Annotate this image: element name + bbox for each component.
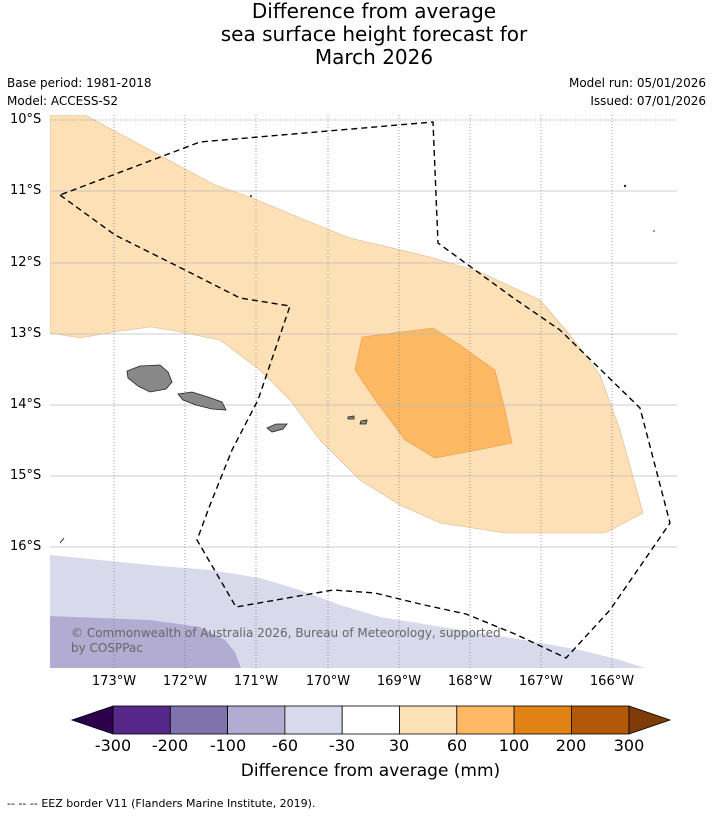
upolu-island — [177, 391, 227, 411]
lon-label: 170°W — [305, 674, 351, 689]
colorbar-bin — [456, 705, 515, 735]
colorbar-bin — [112, 705, 171, 735]
colorbar-tick: 200 — [555, 736, 587, 755]
lat-label: 10°S — [10, 112, 42, 127]
manua-islands — [347, 415, 368, 425]
colorbar-tick: -100 — [209, 736, 247, 755]
copyright-line-2: by COSPPac — [71, 641, 143, 655]
lat-label: 12°S — [10, 255, 42, 270]
colorbar-bin — [571, 705, 630, 735]
contour-minus-60 — [50, 616, 241, 668]
lat-label: 13°S — [10, 326, 42, 341]
eez-line-sample: -- -- -- — [7, 797, 38, 810]
tutuila-island — [266, 423, 288, 433]
colorbar-tick: -30 — [328, 736, 356, 755]
colorbar — [70, 705, 672, 735]
colorbar-bin — [399, 705, 458, 735]
small-islet — [623, 184, 627, 188]
meta-left: Base period: 1981-2018 Model: ACCESS-S2 — [7, 74, 152, 110]
lon-label: 171°W — [233, 674, 279, 689]
small-islet — [653, 230, 655, 232]
colorbar-bin — [284, 705, 343, 735]
model-name: Model: ACCESS-S2 — [7, 94, 119, 108]
lat-label: 15°S — [10, 468, 42, 483]
lon-label: 166°W — [589, 674, 635, 689]
eez-borders — [59, 121, 671, 659]
colorbar-tick: 60 — [446, 736, 468, 755]
title-line-1: Difference from average — [251, 0, 497, 23]
lat-label: 14°S — [10, 397, 42, 412]
base-period: Base period: 1981-2018 — [7, 76, 152, 90]
contour-plus-30 — [50, 115, 644, 534]
colorbar-tick: 30 — [388, 736, 410, 755]
latitude-gridlines — [50, 190, 677, 548]
footer-text: EEZ border V11 (Flanders Marine Institut… — [41, 797, 316, 810]
lat-label: 16°S — [10, 539, 42, 554]
colorbar-tick: 300 — [613, 736, 645, 755]
lon-label: 168°W — [447, 674, 493, 689]
colorbar-bin — [227, 705, 286, 735]
title-line-3: March 2026 — [314, 45, 434, 69]
lon-label: 167°W — [518, 674, 564, 689]
lat-label: 11°S — [10, 183, 42, 198]
contour-plus-60 — [354, 327, 513, 459]
colorbar-bin — [513, 705, 572, 735]
colorbar-under — [70, 705, 114, 735]
eez-samoa-border — [59, 121, 671, 659]
title-line-2: sea surface height forecast for — [220, 22, 528, 46]
issued-date: Issued: 07/01/2026 — [590, 94, 706, 108]
lon-label: 173°W — [91, 674, 137, 689]
footer-note: -- -- -- EEZ border V11 (Flanders Marine… — [7, 797, 315, 810]
colorbar-tick: -60 — [271, 736, 299, 755]
small-islet — [59, 537, 65, 544]
lon-label: 169°W — [376, 674, 422, 689]
copyright-notice: © Commonwealth of Australia 2026, Bureau… — [71, 626, 501, 656]
colorbar-over — [628, 705, 672, 735]
colorbar-bin — [169, 705, 229, 735]
lon-label: 172°W — [162, 674, 208, 689]
colorbar-title: Difference from average (mm) — [240, 761, 501, 781]
savaii-island — [126, 364, 173, 393]
colorbar-tick: -200 — [151, 736, 189, 755]
meta-right: Model run: 05/01/2026 Issued: 07/01/2026 — [569, 74, 706, 110]
colorbar-bin — [341, 705, 400, 735]
map-area — [50, 115, 677, 668]
copyright-line-1: © Commonwealth of Australia 2026, Bureau… — [71, 626, 501, 640]
model-run: Model run: 05/01/2026 — [568, 76, 706, 90]
longitude-gridlines — [113, 115, 613, 668]
small-islet — [250, 195, 252, 197]
colorbar-tick: -300 — [94, 736, 132, 755]
chart-title: Difference from average sea surface heig… — [0, 0, 713, 69]
colorbar-tick: 100 — [498, 736, 530, 755]
